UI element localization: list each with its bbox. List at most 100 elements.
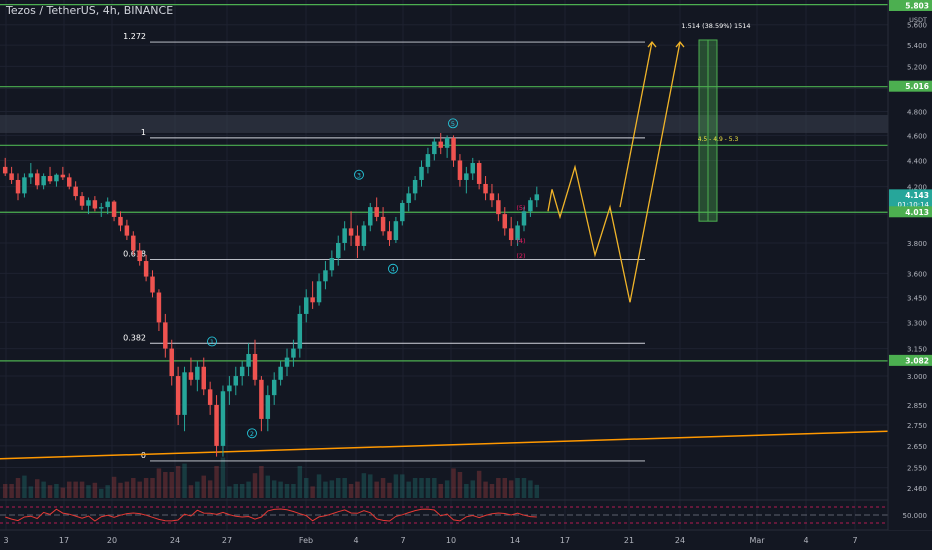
rsi-value-label: 50.000: [903, 512, 928, 520]
x-axis-tick-label: 24: [170, 536, 180, 545]
sub-wave-label: (2): [516, 252, 525, 260]
volume-bar: [118, 482, 123, 498]
volume-bar: [105, 485, 110, 498]
volume-bar: [259, 466, 264, 498]
candle-body: [393, 221, 399, 241]
volume-bar: [342, 478, 347, 498]
y-axis-tick-label: 4.400: [907, 157, 927, 165]
volume-bar: [451, 468, 456, 498]
candle-body: [188, 372, 194, 380]
candle-body: [489, 193, 495, 201]
candle-body: [207, 389, 213, 405]
candle-body: [297, 313, 303, 349]
projection-path-alternate: [629, 41, 681, 303]
projection-path-correction: [547, 164, 631, 303]
sub-wave-label: (5): [516, 204, 525, 212]
candle-body: [124, 225, 130, 236]
volume-bar: [9, 484, 14, 498]
y-axis-tick-label: 3.000: [907, 373, 927, 381]
candle-body: [150, 276, 155, 293]
volume-bar: [483, 481, 488, 498]
candle-body: [47, 176, 53, 182]
y-axis-tick-label: 4.600: [907, 132, 927, 140]
candle-body: [483, 183, 488, 194]
candle-body: [195, 366, 200, 380]
target-annotation: 1.514 (38.59%) 1514: [681, 22, 750, 30]
projection-arrowhead: [675, 41, 685, 48]
x-axis-tick-label: 4: [353, 536, 358, 545]
y-axis-tick-label: 4.800: [907, 108, 927, 116]
price-tag-label: 3.082: [905, 356, 929, 365]
volume-bar: [239, 484, 245, 498]
price-tag-label: 5.803: [905, 2, 929, 11]
volume-bar: [476, 470, 482, 498]
candle-body: [528, 200, 533, 212]
x-axis-tick-label: 24: [675, 536, 685, 545]
price-tag: [889, 189, 932, 210]
candle-body: [438, 141, 443, 148]
price-tag-label: 4.143: [905, 191, 929, 200]
volume-bar: [214, 466, 219, 498]
volume-bar: [156, 468, 162, 498]
volume-bar: [496, 478, 501, 498]
price-tag: [889, 354, 932, 366]
chart-title: Tezos / TetherUS, 4h, BINANCE: [6, 4, 174, 17]
candle-body: [214, 404, 219, 446]
wave-label: 1: [210, 338, 214, 346]
volume-bar: [361, 473, 367, 498]
candle-body: [169, 348, 174, 377]
volume-bar: [2, 484, 8, 498]
volume-bar: [15, 478, 21, 498]
x-axis-tick-label: 7: [852, 536, 857, 545]
volume-bar: [425, 478, 431, 498]
wave-label-circle: [448, 118, 458, 129]
resistance-zone: [0, 114, 888, 133]
candle-body: [34, 173, 40, 186]
candle-body: [143, 261, 149, 277]
candle-body: [246, 353, 251, 367]
volume-bar: [150, 478, 155, 498]
y-axis-tick-label: 2.460: [907, 485, 927, 493]
volume-bar: [201, 475, 206, 498]
candle-body: [374, 207, 379, 217]
volume-bar: [271, 480, 277, 498]
volume-bar: [220, 457, 226, 498]
volume-bar: [374, 481, 379, 498]
candle-body: [476, 163, 482, 184]
volume-bar: [99, 488, 104, 498]
fibonacci-level-label: 0.618: [123, 250, 146, 259]
candle-body: [515, 225, 520, 241]
candle-body: [15, 179, 21, 194]
candle-body: [329, 257, 335, 271]
rsi-line: [5, 508, 537, 522]
volume-bar: [297, 466, 303, 498]
candle-body: [419, 166, 424, 180]
y-axis-tick-label: 4.200: [907, 184, 927, 192]
volume-bar: [92, 482, 98, 498]
candle-body: [496, 200, 501, 215]
volume-bar: [265, 475, 271, 498]
currency-label: USDT: [909, 16, 927, 24]
candle-body: [239, 366, 245, 377]
candle-body: [105, 201, 110, 208]
candle-body: [252, 353, 258, 380]
candle-body: [284, 357, 290, 367]
candle-body: [470, 163, 475, 174]
wave-label: 5: [451, 120, 455, 128]
fibonacci-level-label: 1: [141, 128, 146, 137]
x-axis-tick-label: 3: [3, 536, 8, 545]
candle-body: [41, 176, 46, 186]
volume-bar: [521, 478, 527, 498]
volume-bar: [169, 472, 174, 498]
volume-bar: [438, 484, 443, 498]
candle-body: [534, 194, 540, 201]
candle-body: [451, 137, 456, 161]
x-axis-tick-label: 7: [400, 536, 405, 545]
price-tag-label: 5.016: [905, 82, 929, 91]
volume-bar: [515, 478, 520, 498]
volume-bar: [464, 484, 469, 498]
volume-bar: [143, 478, 149, 498]
candle-body: [368, 207, 373, 226]
